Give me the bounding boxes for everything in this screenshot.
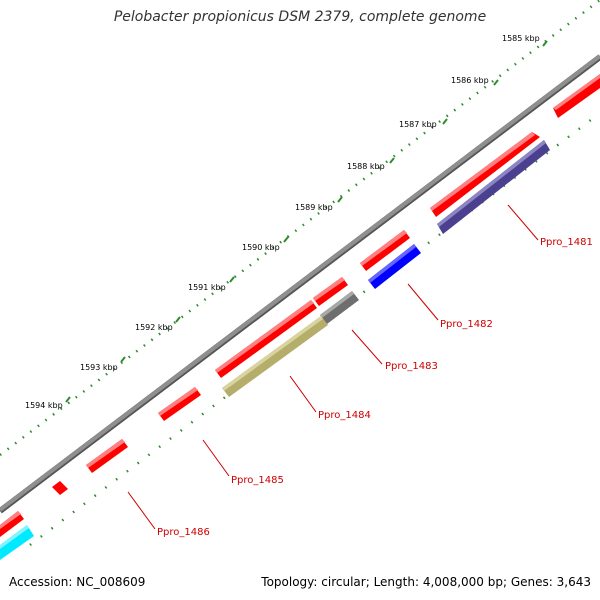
cds-edge: [0, 525, 34, 560]
major-tick: [389, 157, 395, 164]
major-tick: [542, 40, 548, 47]
major-tick: [120, 356, 126, 363]
feature-arrow-edge: [0, 511, 24, 537]
topology-label: Topology:: [261, 575, 318, 589]
major-tick: [229, 276, 235, 283]
scale-label: 1586 kbp: [451, 76, 489, 85]
length-label: Length:: [373, 575, 420, 589]
major-tick: [283, 236, 289, 243]
accession-info: Accession: NC_008609: [9, 575, 145, 589]
major-tick: [337, 196, 343, 203]
gene-label-ppro-1481[interactable]: Ppro_1481: [540, 237, 593, 248]
gene-label-ppro-1482[interactable]: Ppro_1482: [440, 319, 493, 330]
feature-arrow-1481-upper: [553, 74, 600, 118]
feature-track-inner: [0, 140, 550, 560]
separator: ;: [365, 575, 370, 589]
leader-line: [407, 283, 439, 321]
genome-stats: Topology: circular; Length: 4,008,000 bp…: [261, 575, 591, 589]
gene-label-ppro-1485[interactable]: Ppro_1485: [231, 475, 284, 486]
feature-arrow-1483: [313, 277, 348, 306]
gene-label-ppro-1484[interactable]: Ppro_1484: [318, 410, 371, 421]
scale-labels: 1585 kbp 1586 kbp 1587 kbp 1588 kbp 1589…: [25, 34, 540, 410]
scale-label: 1590 kbp: [242, 243, 280, 252]
scale-label: 1592 kbp: [135, 323, 173, 332]
map-title: Pelobacter propionicus DSM 2379, complet…: [113, 9, 487, 25]
scale-label: 1588 kbp: [347, 162, 385, 171]
cds-1483: [320, 291, 359, 324]
leader-line: [289, 375, 317, 413]
cds-1482: [368, 244, 421, 289]
scale-label: 1594 kbp: [25, 401, 63, 410]
backbone-line: [0, 54, 600, 512]
accession-label: Accession:: [9, 575, 73, 589]
feature-arrow-1482: [360, 230, 410, 271]
leader-line: [202, 439, 230, 477]
major-tick: [175, 316, 181, 323]
gene-label-ppro-1486[interactable]: Ppro_1486: [157, 527, 210, 538]
genes-label: Genes:: [510, 575, 553, 589]
length-value: 4,008,000 bp: [422, 575, 503, 589]
feature-arrow-1486: [86, 439, 128, 473]
scale-label: 1585 kbp: [502, 34, 540, 43]
feature-arrow-small: [52, 481, 68, 495]
outer-tick-dots: [0, 0, 600, 456]
gene-labels: Ppro_1481 Ppro_1482 Ppro_1483 Ppro_1484 …: [157, 237, 593, 538]
accession-value: NC_008609: [76, 575, 146, 589]
feature-arrow-1485: [158, 387, 201, 421]
major-tick: [65, 396, 71, 403]
topology-value: circular: [321, 575, 366, 589]
major-tick: [493, 79, 499, 86]
leader-line: [127, 491, 156, 530]
separator: ;: [502, 575, 508, 589]
scale-label: 1593 kbp: [80, 363, 118, 372]
major-tick: [442, 118, 448, 125]
genes-value: 3,643: [556, 575, 591, 589]
leader-line: [351, 329, 383, 365]
cds-1481: [437, 140, 550, 234]
scale-label: 1589 kbp: [295, 203, 333, 212]
gene-label-ppro-1483[interactable]: Ppro_1483: [385, 361, 438, 372]
outer-tick-ring: [0, 0, 600, 456]
leader-line: [507, 204, 539, 241]
scale-label: 1587 kbp: [399, 120, 437, 129]
label-leaders: [127, 204, 539, 530]
scale-label: 1591 kbp: [188, 283, 226, 292]
feature-arrow-1481: [430, 132, 540, 217]
feature-arrow-1484: [215, 300, 317, 378]
cds-1484: [222, 316, 328, 397]
backbone: [0, 54, 600, 514]
feature-track-outer: [0, 74, 600, 537]
